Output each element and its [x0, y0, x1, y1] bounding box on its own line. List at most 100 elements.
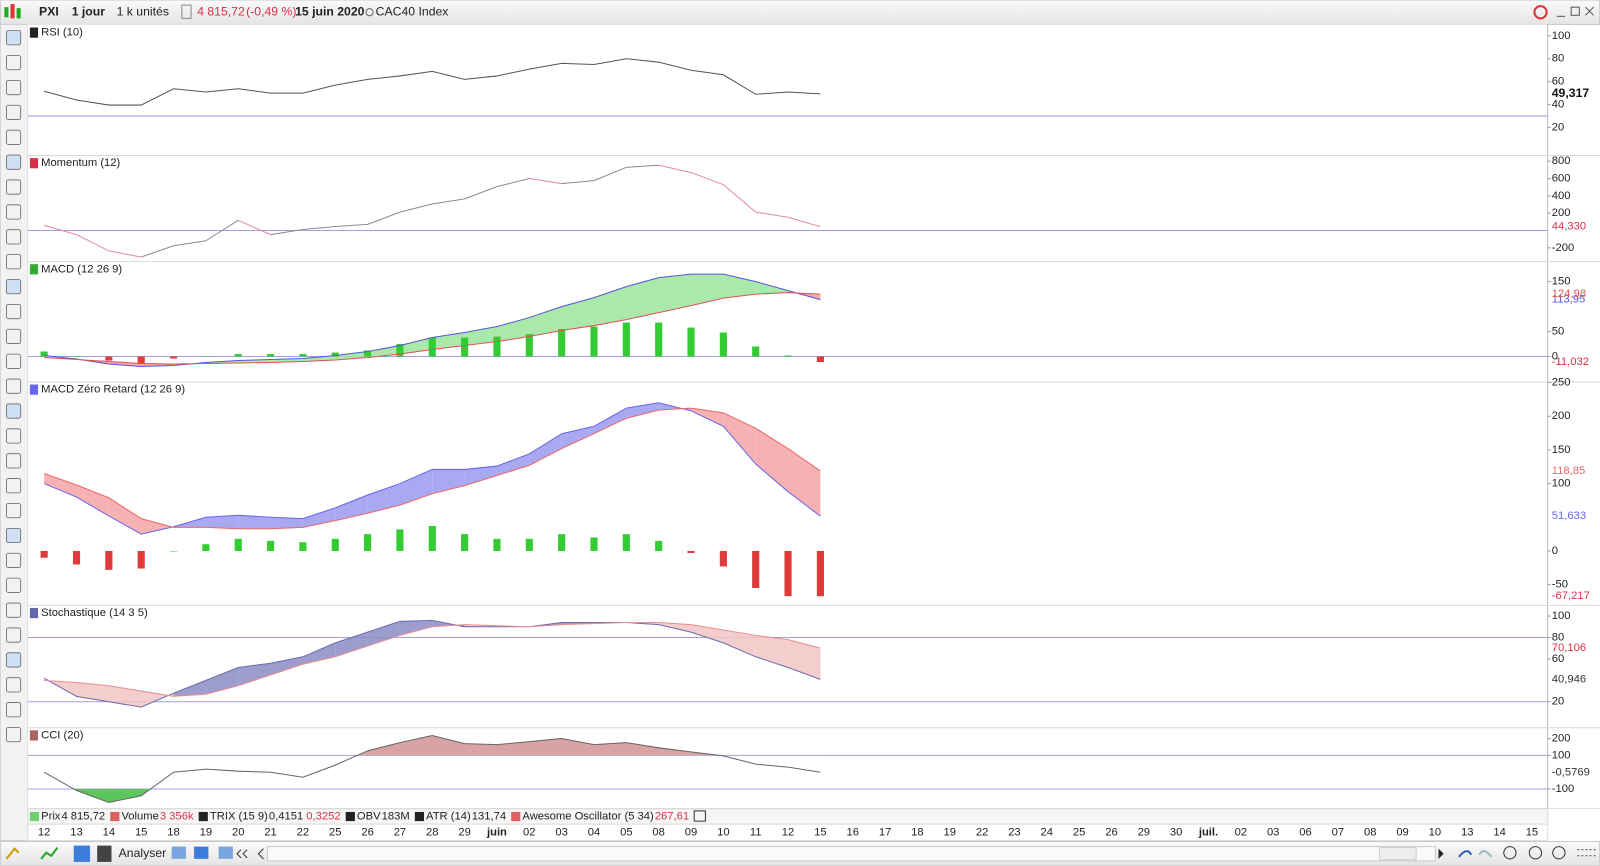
x-tick-label: 28: [426, 826, 438, 838]
histogram-bar: [396, 529, 404, 551]
tool-button[interactable]: [6, 104, 22, 120]
period-select[interactable]: 1 jour: [72, 4, 106, 18]
x-tick-label: 23: [1008, 826, 1020, 838]
line: [44, 273, 821, 368]
tool-button[interactable]: [6, 503, 22, 519]
line-segment: [529, 178, 562, 185]
histogram-bar: [234, 354, 242, 357]
histogram-bar: [655, 540, 663, 551]
tool-button[interactable]: [6, 403, 22, 419]
legend-swatch: [511, 811, 521, 822]
analyze-button[interactable]: Analyser: [119, 846, 167, 860]
tool-button[interactable]: [6, 279, 22, 295]
legend-value: 267,61: [655, 810, 689, 822]
tool-button[interactable]: [6, 552, 22, 568]
tool-button[interactable]: [6, 254, 22, 270]
legend: Prix 4 815,72 Volume 3 356k TRIX (15 9) 0,415…: [29, 810, 706, 822]
line-segment: [755, 211, 789, 218]
tool-button[interactable]: [6, 129, 22, 145]
legend-name[interactable]: Prix: [41, 810, 61, 822]
panel-title: Momentum (12): [41, 157, 120, 169]
legend-name[interactable]: TRIX (15 9): [210, 810, 268, 822]
legend-menu[interactable]: [693, 810, 706, 822]
histogram-bar: [461, 337, 469, 357]
tool-button[interactable]: [6, 179, 22, 195]
y-tick-label: 100: [1552, 749, 1571, 761]
tool-button[interactable]: [6, 727, 22, 743]
tool-button[interactable]: [6, 428, 22, 444]
x-tick-label: 22: [297, 826, 309, 838]
bottom-icons[interactable]: [5, 845, 112, 862]
x-tick-label: 18: [911, 826, 923, 838]
info-icon[interactable]: [181, 4, 192, 19]
price: 4 815,72: [197, 4, 245, 18]
tool-button[interactable]: [6, 229, 22, 245]
line-segment: [270, 228, 303, 236]
band-fill: [723, 412, 756, 465]
tool-button[interactable]: [6, 677, 22, 693]
histogram-bar: [169, 356, 178, 359]
histogram-bar: [687, 327, 695, 357]
tool-button[interactable]: [6, 577, 22, 593]
tool-button[interactable]: [6, 378, 22, 394]
band-fill: [367, 621, 400, 647]
histogram-bar: [169, 550, 178, 552]
legend-value: 0,3252: [306, 810, 340, 822]
legend-name[interactable]: ATR (14): [426, 810, 471, 822]
band-fill: [561, 426, 594, 449]
histogram-bar: [266, 354, 275, 357]
band-fill: [108, 361, 142, 367]
panel-marker: [29, 384, 39, 395]
line-segment: [205, 219, 239, 242]
units-select[interactable]: 1 k unités: [117, 4, 169, 18]
legend-value: 131,74: [472, 810, 506, 822]
tool-button[interactable]: [6, 79, 22, 96]
band-fill: [399, 337, 433, 355]
x-tick-label: 17: [879, 826, 891, 838]
x-tick-label: 06: [1299, 826, 1311, 838]
last-value-label: 118,85: [1552, 465, 1585, 477]
x-tick-label: 08: [1364, 826, 1376, 838]
histogram-bar: [364, 350, 372, 357]
histogram-bar: [752, 346, 760, 357]
band-fill: [302, 507, 336, 528]
tool-button[interactable]: [6, 154, 22, 170]
band-fill: [464, 466, 497, 486]
tool-button[interactable]: [6, 55, 22, 71]
window-controls[interactable]: [1533, 5, 1594, 20]
bottom-icons-2[interactable]: [171, 846, 1596, 862]
histogram-bar: [40, 550, 48, 558]
line: [44, 58, 821, 106]
line-segment: [464, 186, 498, 200]
tool-button[interactable]: [6, 478, 22, 494]
histogram-bar: [331, 352, 339, 357]
tool-button[interactable]: [6, 527, 22, 544]
tool-button[interactable]: [6, 30, 22, 46]
tool-button[interactable]: [6, 627, 22, 643]
tool-button[interactable]: [6, 328, 22, 344]
x-tick-label: 20: [232, 826, 244, 838]
legend-name[interactable]: Awesome Oscillator (5 34): [522, 810, 654, 822]
legend-swatch: [198, 811, 208, 822]
tool-button[interactable]: [6, 602, 22, 618]
histogram-bar: [72, 356, 81, 357]
symbol[interactable]: PXI: [39, 4, 59, 18]
band-fill: [44, 473, 77, 498]
tool-button[interactable]: [6, 453, 22, 469]
tool-button[interactable]: [6, 702, 22, 718]
y-tick-label: 400: [1552, 190, 1571, 202]
x-tick-label: 14: [103, 826, 115, 838]
x-tick-label: 04: [588, 826, 600, 838]
tool-button[interactable]: [6, 204, 22, 220]
legend-name[interactable]: Volume: [121, 810, 158, 822]
x-axis: 12 13 14 15 18 19 20 21 22 25 26 27 28 29 juin 02 03 04 05…: [38, 826, 1538, 838]
tool-button[interactable]: [6, 652, 22, 668]
tool-button[interactable]: [6, 353, 22, 369]
line: [43, 619, 821, 708]
x-tick-label: 15: [814, 826, 826, 838]
radio[interactable]: [365, 8, 374, 17]
legend-name[interactable]: OBV: [357, 810, 381, 822]
tool-button[interactable]: [6, 303, 22, 320]
band-fill: [367, 483, 400, 514]
